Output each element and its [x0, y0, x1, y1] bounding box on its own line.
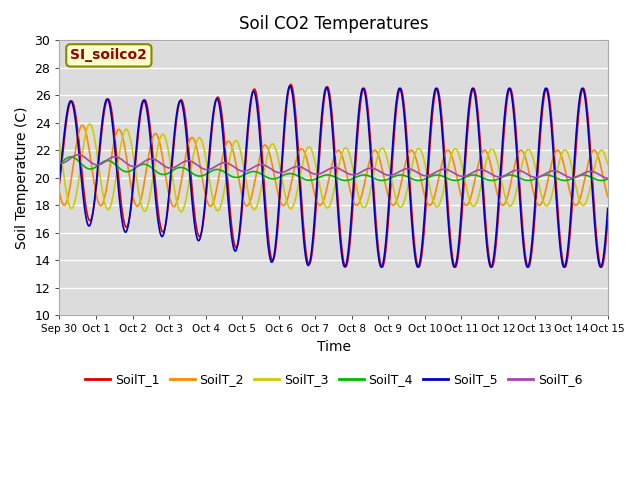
SoilT_2 — [310, 189, 318, 194]
SoilT_2 — [79, 122, 86, 128]
SoilT_1 — [289, 85, 296, 91]
SoilT_4 — [56, 161, 63, 167]
SoilT_1 — [604, 218, 612, 224]
Line: SoilT_5: SoilT_5 — [60, 86, 608, 267]
SoilT_4 — [310, 177, 317, 182]
Y-axis label: Soil Temperature (C): Soil Temperature (C) — [15, 107, 29, 249]
Title: Soil CO2 Temperatures: Soil CO2 Temperatures — [239, 15, 428, 33]
SoilT_3 — [56, 140, 63, 146]
SoilT_1 — [598, 264, 605, 270]
SoilT_1 — [56, 180, 63, 186]
SoilT_5 — [378, 264, 385, 270]
SoilT_5 — [310, 227, 317, 232]
SoilT_3 — [121, 128, 129, 133]
SoilT_6 — [289, 165, 296, 171]
SoilT_5 — [368, 169, 376, 175]
SoilT_3 — [300, 154, 308, 160]
SoilT_6 — [368, 165, 376, 171]
SoilT_2 — [121, 143, 129, 149]
SoilT_2 — [289, 173, 296, 179]
SoilT_4 — [289, 171, 296, 177]
SoilT_4 — [604, 176, 612, 182]
SoilT_4 — [121, 168, 129, 174]
SoilT_3 — [310, 155, 318, 160]
SoilT_6 — [300, 166, 308, 171]
SoilT_6 — [75, 152, 83, 157]
SoilT_5 — [56, 177, 63, 182]
Line: SoilT_4: SoilT_4 — [60, 157, 608, 180]
Line: SoilT_1: SoilT_1 — [60, 84, 608, 267]
SoilT_6 — [310, 171, 317, 177]
SoilT_3 — [289, 204, 296, 210]
SoilT_1 — [310, 236, 317, 241]
SoilT_3 — [99, 188, 106, 193]
SoilT_1 — [120, 220, 128, 226]
SoilT_6 — [121, 159, 129, 165]
SoilT_3 — [177, 209, 185, 215]
Line: SoilT_2: SoilT_2 — [60, 125, 608, 206]
SoilT_2 — [604, 194, 612, 200]
SoilT_4 — [99, 159, 106, 165]
SoilT_4 — [300, 176, 308, 182]
SoilT_2 — [99, 202, 106, 207]
SoilT_3 — [604, 162, 612, 168]
SoilT_1 — [98, 128, 106, 133]
SoilT_4 — [67, 154, 75, 160]
SoilT_6 — [99, 161, 106, 167]
Line: SoilT_6: SoilT_6 — [60, 155, 608, 179]
SoilT_1 — [300, 227, 308, 232]
SoilT_2 — [368, 150, 376, 156]
SoilT_5 — [120, 228, 128, 233]
SoilT_1 — [368, 156, 376, 162]
SoilT_4 — [368, 174, 376, 180]
SoilT_2 — [170, 204, 178, 209]
SoilT_1 — [287, 82, 294, 87]
SoilT_6 — [56, 160, 63, 166]
SoilT_5 — [98, 121, 106, 127]
Line: SoilT_3: SoilT_3 — [60, 124, 608, 212]
SoilT_5 — [286, 83, 294, 89]
SoilT_5 — [300, 238, 308, 243]
SoilT_5 — [289, 91, 296, 97]
SoilT_3 — [368, 179, 376, 185]
SoilT_4 — [598, 178, 605, 183]
SoilT_3 — [86, 121, 93, 127]
Text: SI_soilco2: SI_soilco2 — [70, 48, 147, 62]
Legend: SoilT_1, SoilT_2, SoilT_3, SoilT_4, SoilT_5, SoilT_6: SoilT_1, SoilT_2, SoilT_3, SoilT_4, Soil… — [80, 368, 587, 391]
SoilT_6 — [604, 176, 612, 181]
X-axis label: Time: Time — [317, 340, 351, 354]
SoilT_2 — [300, 148, 308, 154]
SoilT_2 — [56, 190, 63, 195]
SoilT_5 — [604, 205, 612, 211]
